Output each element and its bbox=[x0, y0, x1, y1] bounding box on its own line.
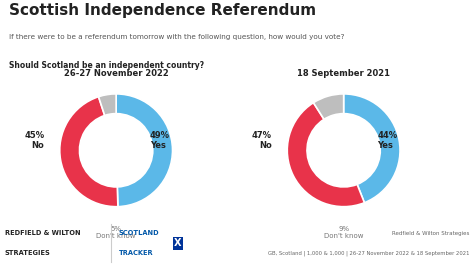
Text: REDFIELD & WILTON: REDFIELD & WILTON bbox=[5, 230, 81, 236]
Wedge shape bbox=[344, 94, 400, 203]
Text: 47%
No: 47% No bbox=[252, 131, 272, 150]
Text: 5%
Don't know: 5% Don't know bbox=[96, 226, 136, 239]
Text: X: X bbox=[174, 238, 182, 248]
Title: 26-27 November 2022: 26-27 November 2022 bbox=[64, 69, 168, 78]
Text: Redfield & Wilton Strategies: Redfield & Wilton Strategies bbox=[392, 231, 469, 236]
Wedge shape bbox=[116, 94, 173, 207]
Text: Should Scotland be an independent country?: Should Scotland be an independent countr… bbox=[9, 61, 205, 70]
Text: SCOTLAND: SCOTLAND bbox=[118, 230, 159, 236]
Text: Scottish Independence Referendum: Scottish Independence Referendum bbox=[9, 3, 317, 18]
Text: 45%
No: 45% No bbox=[24, 131, 44, 150]
Wedge shape bbox=[313, 94, 344, 119]
Text: If there were to be a referendum tomorrow with the following question, how would: If there were to be a referendum tomorro… bbox=[9, 34, 345, 40]
Text: TRACKER: TRACKER bbox=[118, 250, 153, 256]
Text: X: X bbox=[174, 238, 182, 248]
Text: 44%
Yes: 44% Yes bbox=[377, 131, 398, 150]
Wedge shape bbox=[99, 94, 116, 115]
Wedge shape bbox=[287, 103, 365, 207]
Text: GB, Scotland | 1,000 & 1,000 | 26-27 November 2022 & 18 September 2021: GB, Scotland | 1,000 & 1,000 | 26-27 Nov… bbox=[268, 251, 469, 256]
Wedge shape bbox=[60, 97, 118, 207]
Title: 18 September 2021: 18 September 2021 bbox=[297, 69, 390, 78]
Text: 49%
Yes: 49% Yes bbox=[150, 131, 170, 150]
Text: STRATEGIES: STRATEGIES bbox=[5, 250, 51, 256]
Text: 9%
Don't know: 9% Don't know bbox=[324, 226, 364, 239]
